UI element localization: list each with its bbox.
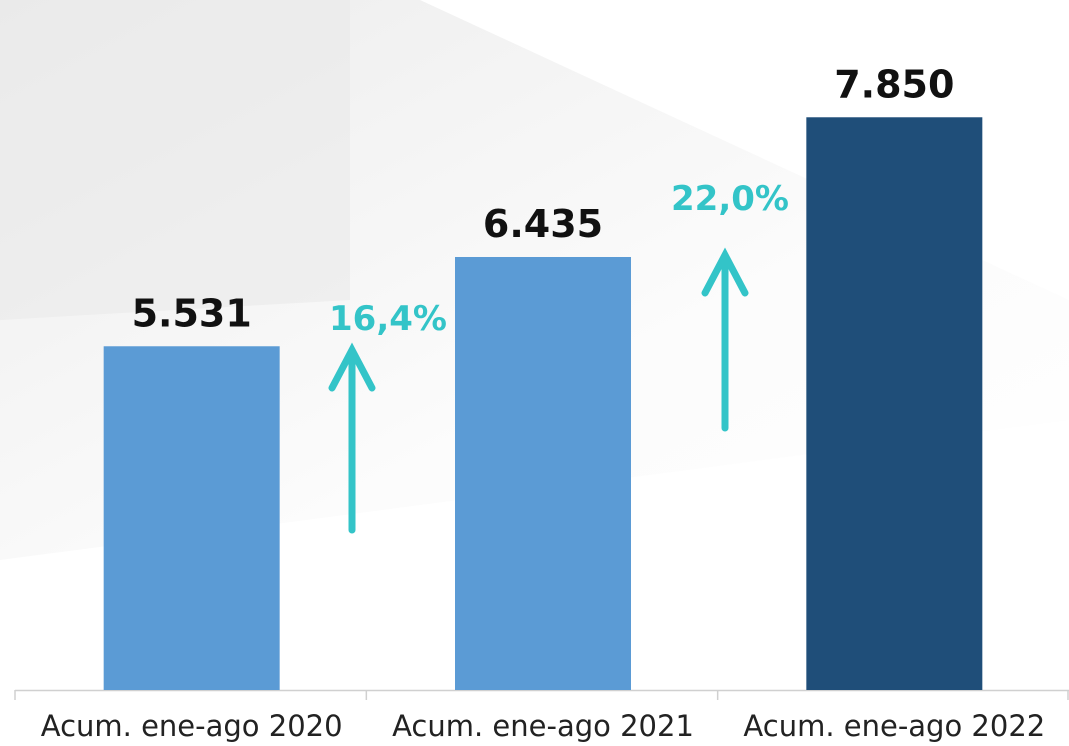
bar <box>806 117 982 690</box>
value-label: 6.435 <box>483 202 603 246</box>
value-label: 7.850 <box>834 62 954 106</box>
x-tick-label: Acum. ene-ago 2021 <box>392 709 694 743</box>
x-tick-label: Acum. ene-ago 2022 <box>743 709 1045 743</box>
value-label: 5.531 <box>132 291 252 335</box>
x-tick-label: Acum. ene-ago 2020 <box>41 709 343 743</box>
background-building <box>0 0 350 320</box>
chart: Acum. ene-ago 2020 5.531 Acum. ene-ago 202… <box>0 0 1069 746</box>
bar <box>104 346 280 690</box>
bar <box>455 257 631 690</box>
growth-label: 22,0% <box>671 179 789 219</box>
growth-label: 16,4% <box>329 299 447 339</box>
